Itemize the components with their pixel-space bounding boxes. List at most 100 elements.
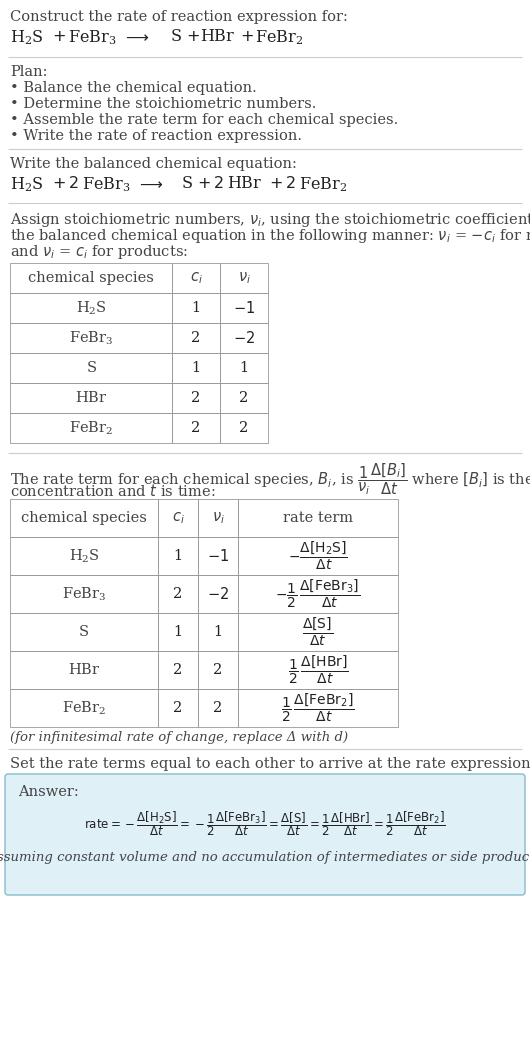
Bar xyxy=(10,689,158,727)
Bar xyxy=(220,323,268,353)
Text: $\mathregular{HBr}$: $\mathregular{HBr}$ xyxy=(75,391,107,405)
Text: 2: 2 xyxy=(173,587,183,601)
Bar xyxy=(172,353,220,383)
Bar xyxy=(10,613,158,651)
Text: $\mathregular{FeBr_3}$: $\mathregular{FeBr_3}$ xyxy=(69,329,113,347)
Text: $\mathregular{FeBr_2}$: $\mathregular{FeBr_2}$ xyxy=(62,699,106,717)
Text: Answer:: Answer: xyxy=(18,785,79,799)
Text: $\mathregular{FeBr_3}$: $\mathregular{FeBr_3}$ xyxy=(82,175,130,194)
Text: 1: 1 xyxy=(240,361,249,375)
Bar xyxy=(238,575,398,613)
Text: 1: 1 xyxy=(191,301,200,315)
Text: $\mathrm{rate} = -\dfrac{\Delta[\mathrm{H_2S}]}{\Delta t} = -\dfrac{1}{2}\dfrac{: $\mathrm{rate} = -\dfrac{\Delta[\mathrm{… xyxy=(84,809,446,838)
Bar xyxy=(238,689,398,727)
Text: $+\,2$: $+\,2$ xyxy=(197,175,224,192)
Text: 2: 2 xyxy=(173,701,183,715)
Text: Plan:: Plan: xyxy=(10,65,48,79)
Text: $\mathit{\nu_i}$: $\mathit{\nu_i}$ xyxy=(237,270,251,286)
Text: $\mathregular{H_2S}$: $\mathregular{H_2S}$ xyxy=(76,299,107,317)
Text: $+$: $+$ xyxy=(186,28,200,45)
Text: $\mathregular{S}$: $\mathregular{S}$ xyxy=(181,175,193,192)
Bar xyxy=(10,499,158,537)
Text: Write the balanced chemical equation:: Write the balanced chemical equation: xyxy=(10,157,297,171)
Text: $\dfrac{1}{2}\,\dfrac{\Delta[\mathrm{HBr}]}{\Delta t}$: $\dfrac{1}{2}\,\dfrac{\Delta[\mathrm{HBr… xyxy=(288,653,348,687)
Text: Construct the rate of reaction expression for:: Construct the rate of reaction expressio… xyxy=(10,10,348,24)
Text: 2: 2 xyxy=(240,391,249,405)
Bar xyxy=(10,383,172,413)
Bar xyxy=(198,575,238,613)
Bar xyxy=(10,651,158,689)
Bar xyxy=(158,575,198,613)
Text: $\mathregular{H_2S}$: $\mathregular{H_2S}$ xyxy=(10,28,43,47)
Bar xyxy=(198,537,238,575)
Bar xyxy=(158,499,198,537)
Text: $\longrightarrow$: $\longrightarrow$ xyxy=(136,175,163,192)
Bar xyxy=(172,323,220,353)
Text: 2: 2 xyxy=(214,663,223,677)
Bar xyxy=(220,383,268,413)
Text: Set the rate terms equal to each other to arrive at the rate expression:: Set the rate terms equal to each other t… xyxy=(10,756,530,771)
Text: 1: 1 xyxy=(173,549,182,563)
Text: $-1$: $-1$ xyxy=(207,548,229,564)
Text: • Balance the chemical equation.: • Balance the chemical equation. xyxy=(10,81,257,95)
Text: $+\,2$: $+\,2$ xyxy=(52,175,78,192)
Text: $\mathregular{H_2S}$: $\mathregular{H_2S}$ xyxy=(68,547,100,565)
Text: Assign stoichiometric numbers, $\mathit{\nu_i}$, using the stoichiometric coeffi: Assign stoichiometric numbers, $\mathit{… xyxy=(10,210,530,229)
Text: $\mathregular{HBr}$: $\mathregular{HBr}$ xyxy=(227,175,262,192)
Text: chemical species: chemical species xyxy=(28,271,154,286)
Text: $\dfrac{\Delta[\mathrm{S}]}{\Delta t}$: $\dfrac{\Delta[\mathrm{S}]}{\Delta t}$ xyxy=(303,616,333,648)
Text: $+$: $+$ xyxy=(52,28,66,45)
Text: 2: 2 xyxy=(191,331,201,345)
Text: chemical species: chemical species xyxy=(21,511,147,525)
Bar xyxy=(172,293,220,323)
Text: $\mathregular{S}$: $\mathregular{S}$ xyxy=(78,624,90,640)
Bar xyxy=(238,499,398,537)
Text: • Determine the stoichiometric numbers.: • Determine the stoichiometric numbers. xyxy=(10,97,316,111)
Text: • Assemble the rate term for each chemical species.: • Assemble the rate term for each chemic… xyxy=(10,113,398,127)
Bar xyxy=(10,293,172,323)
Text: $-\dfrac{\Delta[\mathrm{H_2S}]}{\Delta t}$: $-\dfrac{\Delta[\mathrm{H_2S}]}{\Delta t… xyxy=(288,540,348,572)
Bar xyxy=(10,413,172,443)
Text: $\mathregular{S}$: $\mathregular{S}$ xyxy=(170,28,182,45)
Bar xyxy=(198,689,238,727)
Text: $-2$: $-2$ xyxy=(207,586,229,602)
Text: 2: 2 xyxy=(214,701,223,715)
Bar xyxy=(10,323,172,353)
Bar xyxy=(238,537,398,575)
Bar xyxy=(220,353,268,383)
Text: rate term: rate term xyxy=(283,511,353,525)
Text: 1: 1 xyxy=(173,625,182,639)
Text: $\dfrac{1}{2}\,\dfrac{\Delta[\mathrm{FeBr_2}]}{\Delta t}$: $\dfrac{1}{2}\,\dfrac{\Delta[\mathrm{FeB… xyxy=(281,692,355,724)
Text: $-2$: $-2$ xyxy=(233,330,255,346)
Text: The rate term for each chemical species, $B_i$, is $\dfrac{1}{\nu_i}\dfrac{\Delt: The rate term for each chemical species,… xyxy=(10,461,530,497)
Text: the balanced chemical equation in the following manner: $\mathit{\nu_i}$ = $-\ma: the balanced chemical equation in the fo… xyxy=(10,227,530,245)
Bar xyxy=(198,499,238,537)
Bar xyxy=(198,651,238,689)
Text: $\mathregular{FeBr_2}$: $\mathregular{FeBr_2}$ xyxy=(255,28,303,47)
Bar xyxy=(238,651,398,689)
Text: $+$: $+$ xyxy=(240,28,254,45)
Bar xyxy=(198,613,238,651)
Text: $\mathit{c_i}$: $\mathit{c_i}$ xyxy=(190,270,202,286)
Text: $\mathregular{HBr}$: $\mathregular{HBr}$ xyxy=(68,663,100,677)
Text: $\mathregular{FeBr_2}$: $\mathregular{FeBr_2}$ xyxy=(299,175,347,194)
Text: $\mathit{c_i}$: $\mathit{c_i}$ xyxy=(172,511,184,526)
Text: $\longrightarrow$: $\longrightarrow$ xyxy=(122,28,149,45)
Bar xyxy=(158,689,198,727)
Text: $\mathit{\nu_i}$: $\mathit{\nu_i}$ xyxy=(211,511,225,526)
Text: • Write the rate of reaction expression.: • Write the rate of reaction expression. xyxy=(10,129,302,143)
Text: 2: 2 xyxy=(173,663,183,677)
Bar xyxy=(220,263,268,293)
Bar xyxy=(158,613,198,651)
Text: concentration and $t$ is time:: concentration and $t$ is time: xyxy=(10,483,216,499)
Text: (assuming constant volume and no accumulation of intermediates or side products): (assuming constant volume and no accumul… xyxy=(0,851,530,864)
Text: $\mathregular{H_2S}$: $\mathregular{H_2S}$ xyxy=(10,175,43,194)
Text: (for infinitesimal rate of change, replace Δ with d): (for infinitesimal rate of change, repla… xyxy=(10,731,348,744)
Text: $-\dfrac{1}{2}\,\dfrac{\Delta[\mathrm{FeBr_3}]}{\Delta t}$: $-\dfrac{1}{2}\,\dfrac{\Delta[\mathrm{Fe… xyxy=(276,578,360,611)
Text: $\mathregular{HBr}$: $\mathregular{HBr}$ xyxy=(200,28,235,45)
Bar xyxy=(10,263,172,293)
Bar xyxy=(10,575,158,613)
Bar xyxy=(220,293,268,323)
Text: $\mathregular{FeBr_3}$: $\mathregular{FeBr_3}$ xyxy=(68,28,117,47)
Text: and $\mathit{\nu_i}$ = $\mathit{c_i}$ for products:: and $\mathit{\nu_i}$ = $\mathit{c_i}$ fo… xyxy=(10,243,188,260)
